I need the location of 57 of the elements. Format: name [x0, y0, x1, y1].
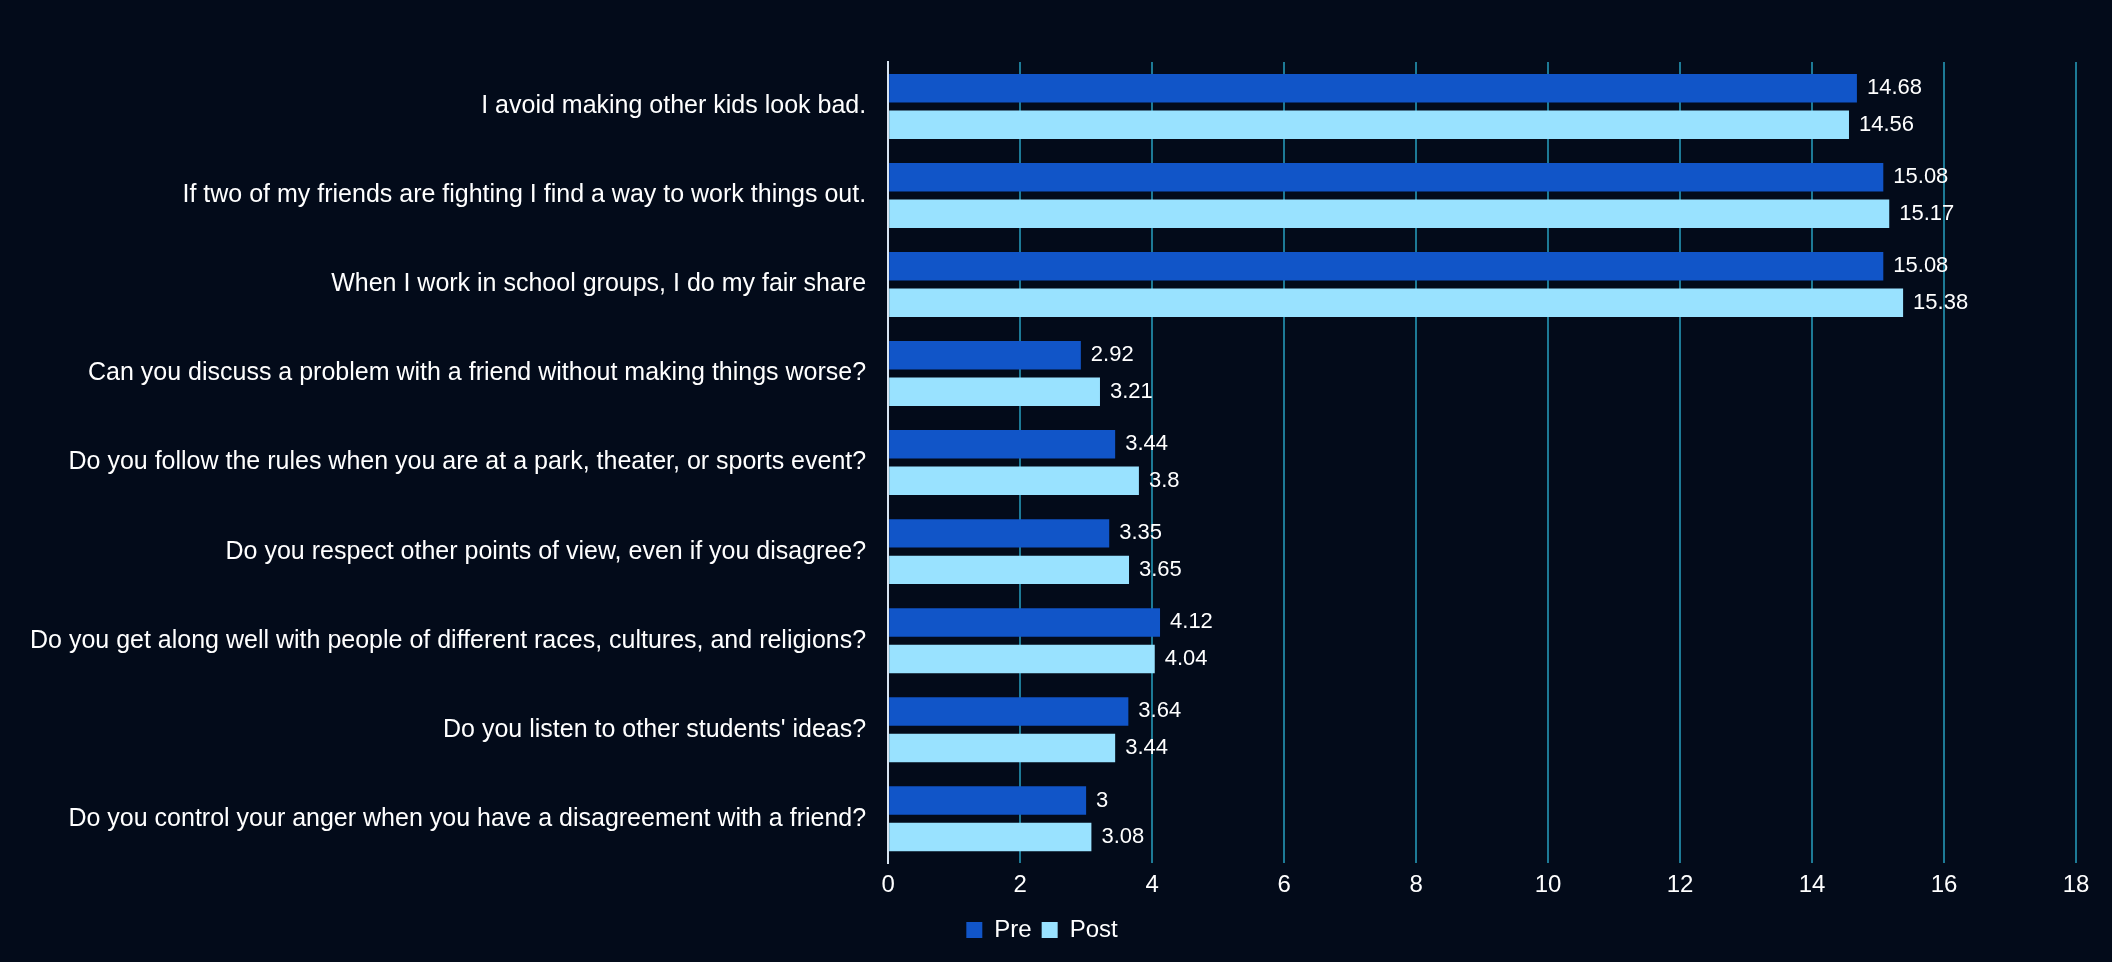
- bar: [889, 430, 1116, 459]
- y-tick-label: Do you control your anger when you have a disagreement with a friend?: [68, 802, 867, 831]
- data-label: 15.17: [1899, 199, 1955, 225]
- x-tick-label: 8: [1409, 870, 1423, 898]
- x-tick-label: 0: [881, 870, 895, 898]
- y-tick-label: Do you get along well with people of different races, cultures, and religions?: [29, 624, 867, 653]
- data-label: 4.12: [1170, 608, 1213, 634]
- bar: [889, 252, 1884, 281]
- data-label: 15.38: [1913, 288, 1969, 314]
- y-tick-label: When I work in school groups, I do my fair share: [331, 268, 867, 297]
- y-tick-label: Do you listen to other students' ideas?: [443, 713, 867, 742]
- bar: [889, 288, 1904, 318]
- y-tick-label: Can you discuss a problem with a friend without making things worse?: [87, 357, 867, 386]
- bar: [889, 377, 1100, 407]
- y-tick-label: If two of my friends are fighting I find a way to work things out.: [182, 179, 867, 208]
- x-tick-label: 4: [1145, 870, 1159, 898]
- x-tick-label: 18: [2062, 870, 2090, 898]
- legend-label: Post: [1069, 914, 1119, 942]
- bar: [889, 163, 1884, 192]
- data-label: 3.44: [1125, 733, 1168, 759]
- data-label: 14.68: [1866, 74, 1922, 100]
- y-tick-label: Do you respect other points of view, even if you disagree?: [225, 535, 867, 564]
- bar: [889, 74, 1857, 103]
- bar: [889, 733, 1116, 763]
- bar: [889, 822, 1092, 852]
- data-label: 3.35: [1119, 519, 1163, 545]
- bar: [889, 466, 1139, 496]
- data-label: 2.92: [1090, 341, 1134, 367]
- bar: [889, 608, 1161, 637]
- data-label: 15.08: [1893, 163, 1949, 189]
- bar: [889, 697, 1129, 726]
- bar: [889, 110, 1849, 139]
- bar: [889, 786, 1087, 815]
- x-tick-label: 2: [1013, 870, 1027, 898]
- data-label: 3.65: [1139, 555, 1182, 581]
- y-tick-label: Do you follow the rules when you are at a park, theater, or sports event?: [68, 446, 867, 475]
- bar: [889, 644, 1155, 674]
- bar: [889, 555, 1130, 585]
- data-label: 3.8: [1148, 466, 1180, 492]
- data-label: 15.08: [1893, 252, 1949, 278]
- data-label: 14.56: [1858, 110, 1915, 136]
- x-tick-label: 12: [1666, 870, 1694, 898]
- bar: [889, 199, 1890, 229]
- data-label: 3: [1096, 786, 1109, 812]
- legend-label: Pre: [994, 914, 1032, 942]
- data-label: 4.04: [1164, 644, 1208, 670]
- bar: [889, 519, 1110, 548]
- x-tick-label: 6: [1277, 870, 1291, 898]
- x-tick-label: 10: [1534, 870, 1562, 898]
- x-tick-label: 14: [1798, 870, 1826, 898]
- data-label: 3.08: [1101, 823, 1145, 848]
- y-tick-label: I avoid making other kids look bad.: [481, 90, 867, 119]
- data-label: 3.44: [1125, 430, 1168, 456]
- data-label: 3.64: [1138, 697, 1182, 723]
- data-label: 3.21: [1109, 377, 1153, 403]
- bar: [889, 341, 1081, 370]
- x-tick-label: 16: [1930, 870, 1958, 898]
